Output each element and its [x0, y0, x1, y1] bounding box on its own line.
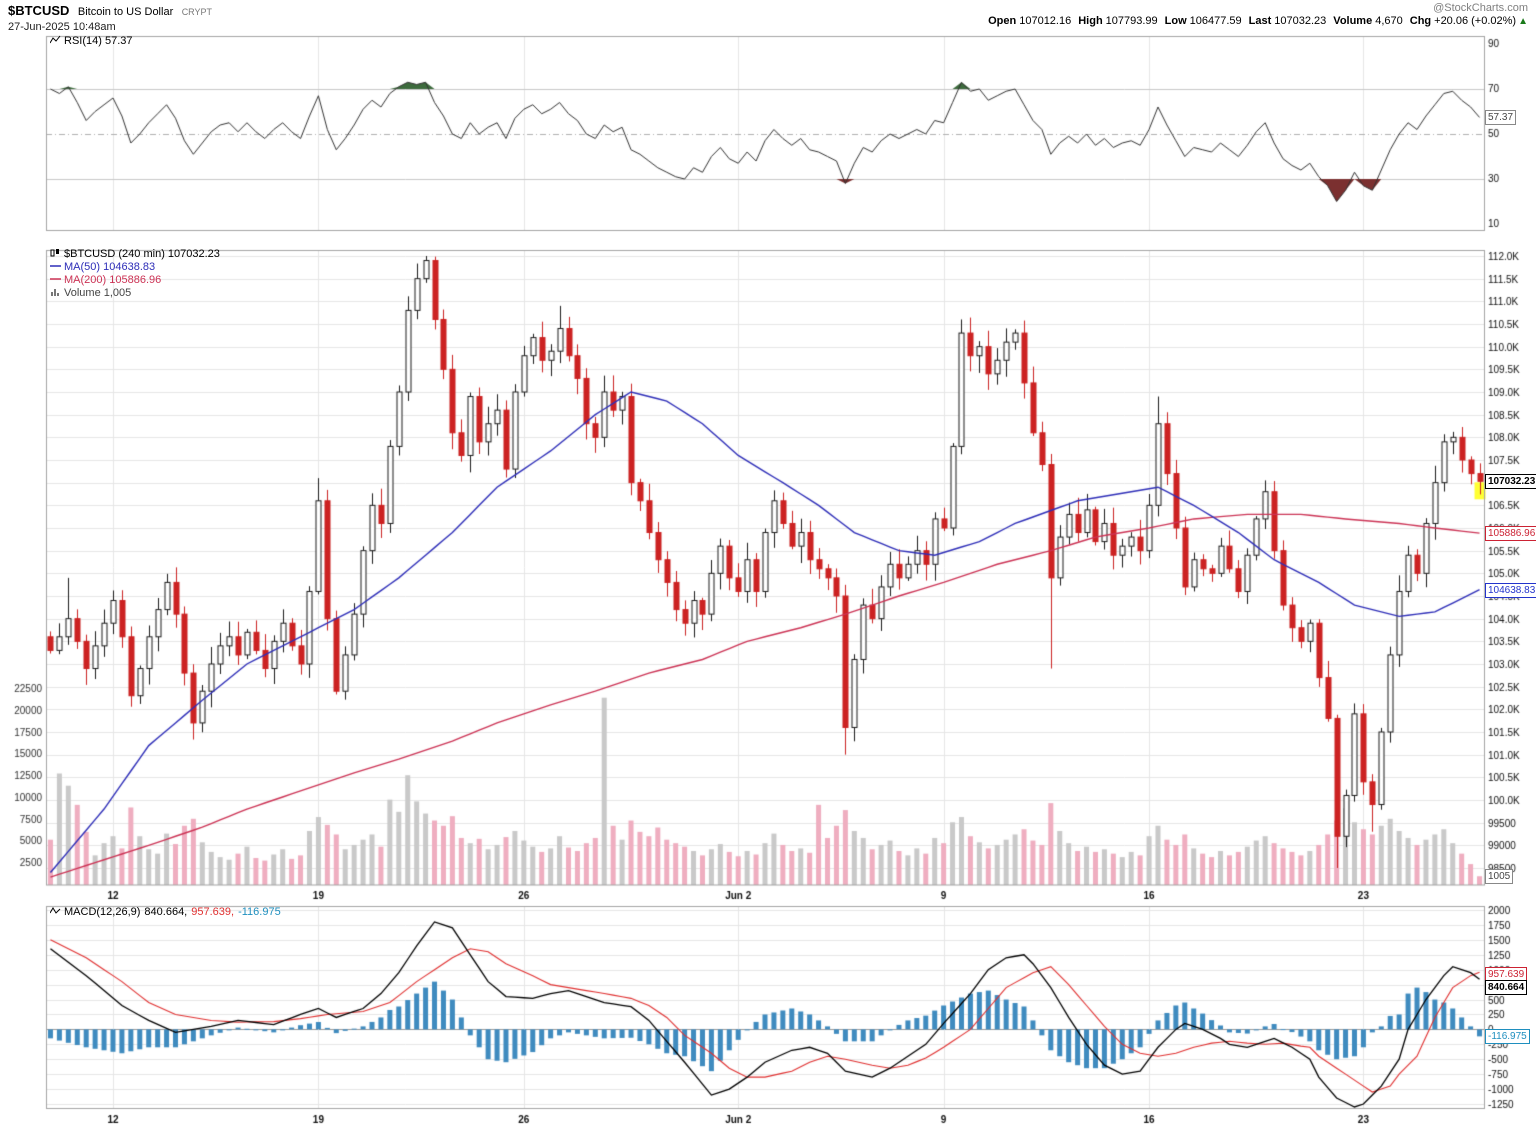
price-legend: $BTCUSD (240 min) 107032.23 — [50, 248, 220, 260]
change-value: +20.06 (+0.02%) — [1434, 15, 1517, 27]
title-line: $BTCUSD Bitcoin to US Dollar CRYPT — [8, 2, 212, 20]
ma200-tag: 105886.96 — [1485, 526, 1536, 541]
exchange-label: CRYPT — [181, 7, 213, 17]
macd-hist-tag: -116.975 — [1485, 1029, 1530, 1044]
rsi-chart-canvas — [0, 30, 1536, 242]
last-price-tag: 107032.23 — [1485, 474, 1536, 489]
macd-indicator-icon — [49, 906, 61, 916]
header-right: @StockCharts.com Open 107012.16 High 107793… — [988, 2, 1528, 30]
macd-signal-value: 957.639, — [191, 906, 235, 918]
symbol-name: Bitcoin to US Dollar — [77, 6, 174, 18]
volume-bars-icon — [50, 287, 61, 297]
price-legend-text: $BTCUSD (240 min) 107032.23 — [64, 248, 220, 260]
volume-label: Volume — [1333, 15, 1373, 27]
change-label: Chg — [1409, 15, 1432, 27]
volume-value: 4,670 — [1375, 15, 1403, 27]
open-label: Open — [988, 15, 1017, 27]
change-up-arrow-icon: ▲ — [1518, 16, 1528, 27]
rsi-indicator-icon — [49, 35, 61, 45]
ma200-legend-text: MA(200) 105886.96 — [64, 274, 162, 286]
stockcharts-watermark[interactable]: @StockCharts.com — [1433, 2, 1528, 14]
symbol-ticker: $BTCUSD — [8, 3, 70, 18]
low-label: Low — [1164, 15, 1187, 27]
volume-legend: Volume 1,005 — [50, 287, 131, 299]
last-label: Last — [1248, 15, 1272, 27]
candlestick-icon — [50, 248, 61, 258]
macd-line-tag: 840.664 — [1485, 980, 1528, 995]
macd-chart-canvas — [0, 902, 1536, 1136]
ma50-tag: 104638.83 — [1485, 583, 1536, 598]
rsi-legend: RSI(14) 57.37 — [49, 35, 133, 47]
ma50-legend: MA(50) 104638.83 — [50, 261, 155, 273]
price-chart-canvas — [0, 242, 1536, 902]
volume-tag: 1005 — [1485, 869, 1514, 884]
macd-legend-name: MACD(12,26,9) — [64, 906, 141, 918]
low-value: 106477.59 — [1189, 15, 1242, 27]
header: $BTCUSD Bitcoin to US Dollar CRYPT 27-Ju… — [0, 0, 1536, 33]
ma50-legend-text: MA(50) 104638.83 — [64, 261, 156, 273]
ma200-line-icon — [50, 274, 61, 284]
high-value: 107793.99 — [1105, 15, 1158, 27]
open-value: 107012.16 — [1019, 15, 1072, 27]
macd-legend: MACD(12,26,9) 840.664, 957.639, -116.975 — [49, 906, 281, 918]
macd-hist-value: -116.975 — [238, 906, 281, 918]
last-value: 107032.23 — [1274, 15, 1327, 27]
macd-line-value: 840.664, — [144, 906, 188, 918]
rsi-value-tag: 57.37 — [1485, 110, 1517, 125]
volume-legend-text: Volume 1,005 — [64, 287, 132, 299]
rsi-legend-text: RSI(14) 57.37 — [64, 35, 133, 47]
ma200-legend: MA(200) 105886.96 — [50, 274, 161, 286]
ma50-line-icon — [50, 261, 61, 271]
quote-summary: Open 107012.16 High 107793.99 Low 106477.59 La… — [988, 15, 1528, 27]
header-left: $BTCUSD Bitcoin to US Dollar CRYPT 27-Ju… — [8, 2, 212, 33]
high-label: High — [1078, 15, 1103, 27]
